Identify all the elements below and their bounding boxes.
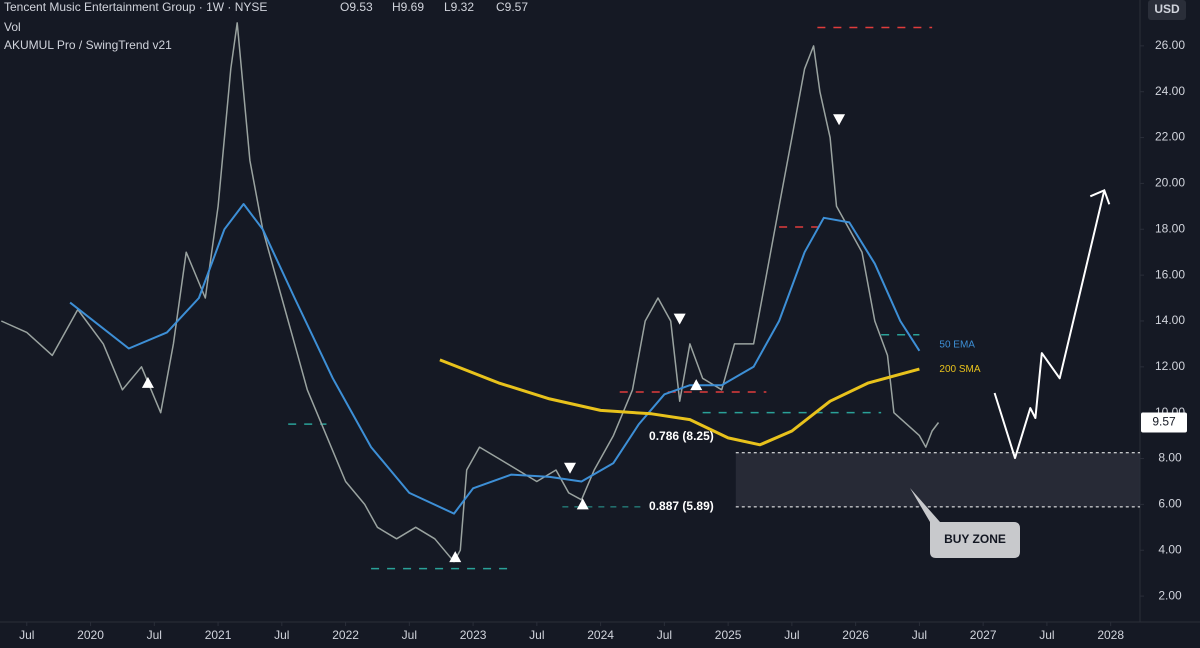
header: Tencent Music Entertainment Group · 1W ·… (4, 0, 267, 52)
y-tick-label: 26.00 (1155, 38, 1185, 52)
buy-zone-label: BUY ZONE (944, 532, 1006, 546)
x-tick-label: 2021 (205, 628, 232, 642)
signal-marker (690, 379, 703, 391)
currency-box (1148, 0, 1186, 20)
signal-marker (673, 313, 686, 325)
fib-label: 0.887 (5.89) (649, 499, 714, 513)
x-tick-label: 2023 (460, 628, 487, 642)
x-tick-label: Jul (912, 628, 927, 642)
arrow-head (1089, 188, 1111, 205)
ohlc-value: L9.32 (444, 0, 474, 14)
y-tick-label: 18.00 (1155, 221, 1185, 235)
x-tick-label: 2027 (970, 628, 997, 642)
x-tick-label: 2022 (332, 628, 359, 642)
currency: USD (1154, 2, 1180, 16)
x-tick-label: Jul (529, 628, 544, 642)
x-tick-label: 2028 (1097, 628, 1124, 642)
y-tick-label: 24.00 (1155, 84, 1185, 98)
series-line (439, 358, 920, 447)
signal-marker (833, 114, 846, 126)
y-tick-label: 16.00 (1155, 267, 1185, 281)
y-tick-label: 14.00 (1155, 313, 1185, 327)
signal-marker (141, 376, 154, 388)
y-tick-label: 6.00 (1158, 497, 1182, 511)
y-tick-label: 20.00 (1155, 176, 1185, 190)
volume-label: Vol (4, 20, 21, 34)
x-tick-label: 2026 (842, 628, 869, 642)
y-tick-label: 8.00 (1158, 451, 1182, 465)
indicator-label: AKUMUL Pro / SwingTrend v21 (4, 38, 172, 52)
fib-label: 0.786 (8.25) (649, 429, 714, 443)
ohlc-value: H9.69 (392, 0, 424, 14)
x-tick-label: Jul (657, 628, 672, 642)
y-tick-label: 12.00 (1155, 359, 1185, 373)
x-tick-label: Jul (402, 628, 417, 642)
last-price-label: 9.57 (1152, 415, 1176, 429)
x-tick-label: Jul (784, 628, 799, 642)
y-tick-label: 4.00 (1158, 542, 1182, 556)
x-tick-label: Jul (147, 628, 162, 642)
signal-marker (564, 462, 576, 474)
ohlc-value: C9.57 (496, 0, 528, 14)
series-label: 50 EMA (939, 339, 975, 350)
x-tick-label: Jul (1039, 628, 1054, 642)
signal-marker (576, 498, 589, 510)
signal-marker (449, 551, 462, 563)
y-tick-label: 2.00 (1158, 588, 1182, 602)
series-line (993, 190, 1106, 460)
series-label: 200 SMA (939, 364, 980, 375)
x-tick-label: Jul (274, 628, 289, 642)
last-price-tag (1141, 412, 1187, 433)
x-tick-label: 2020 (77, 628, 104, 642)
x-tick-label: 2024 (587, 628, 614, 642)
x-tick-label: 2025 (715, 628, 742, 642)
callout (910, 488, 1020, 558)
symbol-title: Tencent Music Entertainment Group · 1W ·… (4, 0, 267, 14)
y-tick-label: 22.00 (1155, 130, 1185, 144)
series-line (69, 203, 921, 515)
ohlc-value: O9.53 (340, 0, 373, 14)
buy-zone (735, 452, 1140, 507)
x-tick-label: Jul (19, 628, 34, 642)
